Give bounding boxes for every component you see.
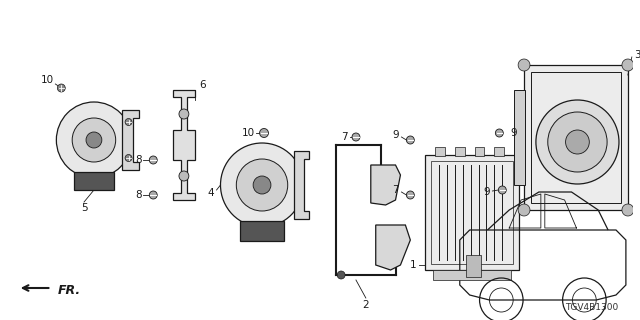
- Text: 9: 9: [483, 187, 490, 197]
- Circle shape: [406, 136, 414, 144]
- Circle shape: [56, 102, 131, 178]
- Text: 8: 8: [135, 190, 141, 200]
- Text: 2: 2: [362, 300, 369, 310]
- Text: 9: 9: [392, 130, 399, 140]
- FancyBboxPatch shape: [524, 65, 628, 210]
- Text: 4: 4: [207, 188, 214, 198]
- Circle shape: [406, 191, 414, 199]
- Circle shape: [622, 204, 634, 216]
- Text: 9: 9: [511, 128, 518, 138]
- Circle shape: [179, 109, 189, 119]
- Text: 7: 7: [340, 132, 348, 142]
- Text: 10: 10: [242, 128, 255, 138]
- Circle shape: [518, 59, 530, 71]
- FancyBboxPatch shape: [435, 147, 445, 156]
- Text: 3: 3: [634, 50, 640, 60]
- Circle shape: [518, 204, 530, 216]
- FancyBboxPatch shape: [240, 221, 284, 241]
- Circle shape: [58, 84, 65, 92]
- Polygon shape: [376, 225, 410, 270]
- Polygon shape: [173, 90, 195, 200]
- Text: 5: 5: [81, 203, 87, 213]
- FancyBboxPatch shape: [425, 155, 519, 270]
- Text: 1: 1: [410, 260, 417, 270]
- Text: TGV4B1300: TGV4B1300: [564, 303, 618, 312]
- Circle shape: [221, 143, 303, 227]
- Text: 7: 7: [392, 185, 399, 195]
- Circle shape: [86, 132, 102, 148]
- Text: 10: 10: [41, 75, 54, 85]
- Polygon shape: [294, 151, 310, 219]
- Circle shape: [495, 129, 503, 137]
- Circle shape: [548, 112, 607, 172]
- Circle shape: [566, 130, 589, 154]
- Circle shape: [337, 271, 345, 279]
- Text: 8: 8: [135, 155, 141, 165]
- Circle shape: [253, 176, 271, 194]
- Circle shape: [352, 133, 360, 141]
- Circle shape: [536, 100, 619, 184]
- Text: 6: 6: [200, 80, 206, 90]
- Circle shape: [125, 118, 132, 125]
- Circle shape: [72, 118, 116, 162]
- Polygon shape: [122, 110, 140, 170]
- Polygon shape: [371, 165, 401, 205]
- FancyBboxPatch shape: [466, 255, 481, 277]
- Circle shape: [236, 159, 288, 211]
- Circle shape: [622, 59, 634, 71]
- FancyBboxPatch shape: [514, 90, 525, 185]
- Circle shape: [149, 156, 157, 164]
- Text: FR.: FR.: [58, 284, 81, 297]
- FancyBboxPatch shape: [475, 147, 484, 156]
- Circle shape: [125, 155, 132, 162]
- FancyBboxPatch shape: [433, 270, 511, 280]
- Circle shape: [179, 171, 189, 181]
- FancyBboxPatch shape: [494, 147, 504, 156]
- Circle shape: [499, 186, 506, 194]
- FancyBboxPatch shape: [455, 147, 465, 156]
- Circle shape: [149, 191, 157, 199]
- FancyBboxPatch shape: [74, 172, 114, 190]
- Circle shape: [260, 129, 268, 138]
